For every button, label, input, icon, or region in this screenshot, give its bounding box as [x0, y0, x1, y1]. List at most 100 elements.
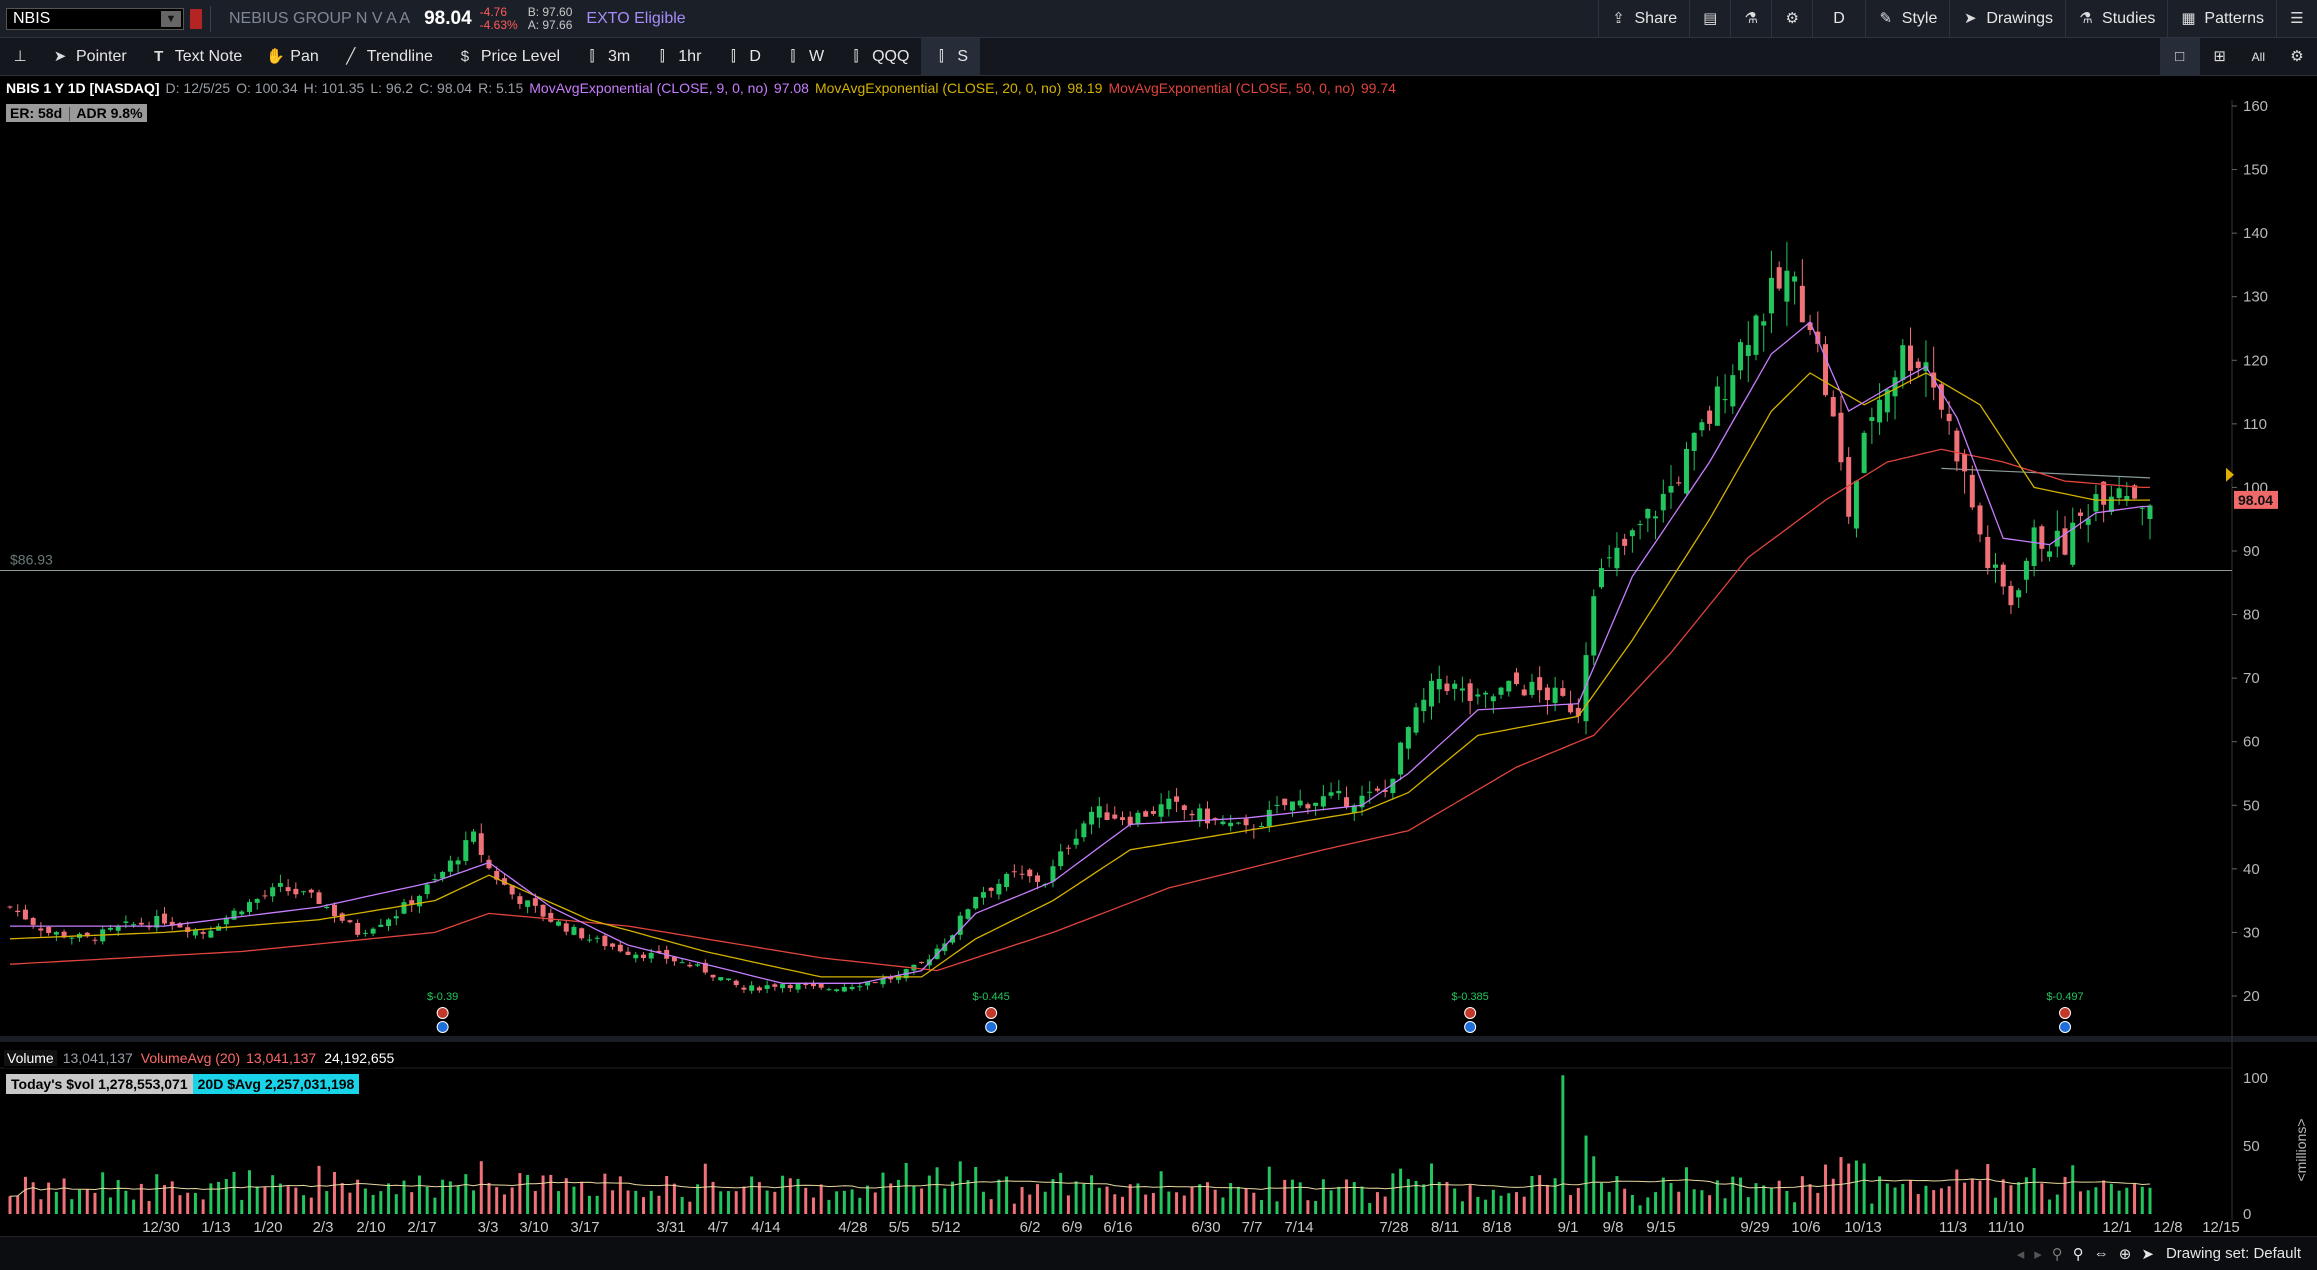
cursor-icon[interactable]: ➤: [2141, 1245, 2154, 1263]
preset-w[interactable]: ⫿W: [773, 38, 836, 76]
candle-body: [2001, 565, 2006, 587]
studies-button[interactable]: ⚗Studies: [2065, 0, 2167, 38]
candle-body: [2008, 586, 2013, 605]
volume-bar: [2094, 1187, 2097, 1214]
expand-icon[interactable]: ⇔: [2094, 1245, 2109, 1262]
price-marker-arrow: [2226, 468, 2234, 482]
avg-dollar-volume: 20D $Avg 2,257,031,198: [193, 1074, 360, 1094]
news-button[interactable]: ▤: [1689, 0, 1730, 38]
candle-body: [23, 910, 28, 920]
candle-body: [1676, 482, 1681, 483]
volume-bar: [1832, 1179, 1835, 1214]
pan-tool[interactable]: ✋Pan: [254, 38, 330, 76]
candle-body: [1066, 848, 1071, 849]
volume-bar: [1476, 1197, 1479, 1214]
drawings-button[interactable]: ➤Drawings: [1949, 0, 2065, 38]
volume-bar: [1515, 1192, 1518, 1214]
candle-body: [1112, 815, 1117, 819]
hand-icon: ✋: [266, 49, 282, 65]
volume-bar: [959, 1161, 962, 1214]
candle-body: [680, 962, 685, 963]
volume-bar: [1677, 1192, 1680, 1214]
ema9-label[interactable]: MovAvgExponential (CLOSE, 9, 0, no): [529, 80, 768, 96]
candle-body: [1105, 812, 1110, 820]
volume-bar: [1623, 1189, 1626, 1214]
style-icon: ✎: [1878, 11, 1894, 27]
candle-body: [123, 921, 128, 922]
volume-bar: [665, 1176, 668, 1214]
lab-button[interactable]: ⚗: [1730, 0, 1771, 38]
volume-bar: [704, 1164, 707, 1214]
price-level-tool[interactable]: $Price Level: [445, 38, 572, 76]
volume-avg-label[interactable]: VolumeAvg (20): [141, 1050, 240, 1066]
volume-bar: [1816, 1193, 1819, 1214]
volume-bar: [843, 1191, 846, 1214]
volume-bar: [93, 1193, 96, 1214]
candle-body: [1692, 433, 1697, 451]
pin-icon: ⊥: [12, 49, 28, 65]
earnings-icon: [1465, 1022, 1476, 1033]
volume-bar: [1430, 1163, 1433, 1214]
volume-bar: [1144, 1195, 1147, 1214]
volume-avg-value: 13,041,137: [246, 1050, 316, 1066]
ema50-label[interactable]: MovAvgExponential (CLOSE, 50, 0, no): [1108, 80, 1354, 96]
x-tick-label: 1/20: [253, 1219, 282, 1236]
preset-1hr[interactable]: ⫿1hr: [642, 38, 713, 76]
menu-button[interactable]: ☰: [2276, 0, 2317, 38]
preset-d[interactable]: ⫿D: [713, 38, 773, 76]
grid-layout-button[interactable]: ⊞: [2200, 38, 2240, 76]
studies-label: Studies: [2102, 10, 2155, 28]
trendline-tool[interactable]: ╱Trendline: [331, 38, 445, 76]
crosshair-icon[interactable]: ⊕: [2119, 1245, 2132, 1263]
preset-s[interactable]: ⫿S: [921, 38, 980, 76]
zoom-in-icon[interactable]: ⚲: [2073, 1245, 2084, 1263]
candle-body: [695, 964, 700, 965]
symbol-input[interactable]: NBIS ▼: [6, 8, 184, 30]
aggregation-button[interactable]: D: [1812, 0, 1865, 38]
volume-bar: [997, 1180, 1000, 1214]
volume-bar: [1855, 1161, 1858, 1214]
single-layout-button[interactable]: □: [2160, 38, 2200, 76]
symbol-text: NBIS: [13, 10, 50, 28]
top-right-actions: ⇪Share ▤ ⚗ ⚙ D ✎Style ➤Drawings ⚗Studies…: [1598, 0, 2317, 38]
last-price: 98.04: [424, 8, 472, 30]
patterns-button[interactable]: ▦Patterns: [2167, 0, 2276, 38]
chart-settings-button[interactable]: ⚙: [2277, 38, 2317, 76]
scroll-left-icon[interactable]: ◂: [2017, 1245, 2025, 1263]
candle-body: [1854, 481, 1859, 529]
earnings-icon: [437, 1022, 448, 1033]
dividend-icon: [2060, 1008, 2071, 1019]
style-button[interactable]: ✎Style: [1865, 0, 1950, 38]
preset-3m[interactable]: ⫿3m: [572, 38, 642, 76]
x-tick-label: 6/9: [1062, 1219, 1083, 1236]
volume-bar: [742, 1186, 745, 1214]
volume-bar: [1901, 1184, 1904, 1214]
chart-title: NBIS 1 Y 1D [NASDAQ]: [6, 80, 160, 96]
volume-bar: [928, 1176, 931, 1214]
alert-flag-icon[interactable]: [190, 9, 202, 29]
volume-bar: [1067, 1195, 1070, 1214]
all-button[interactable]: All: [2240, 38, 2277, 76]
volume-bar: [634, 1191, 637, 1214]
ema20-label[interactable]: MovAvgExponential (CLOSE, 20, 0, no): [815, 80, 1061, 96]
drawing-set-label[interactable]: Drawing set: Default: [2166, 1245, 2301, 1262]
candle-body: [2109, 497, 2114, 512]
exto-eligible: EXTO Eligible: [586, 10, 685, 28]
settings-button[interactable]: ⚙: [1771, 0, 1812, 38]
x-tick-label: 3/17: [570, 1219, 599, 1236]
candle-body: [2101, 482, 2106, 505]
symbol-dropdown-icon[interactable]: ▼: [161, 11, 181, 27]
volume-bar: [1979, 1181, 1982, 1214]
pointer-tool[interactable]: ➤Pointer: [40, 38, 139, 76]
pin-button[interactable]: ⊥: [0, 38, 40, 76]
candle-body: [772, 984, 777, 987]
share-button[interactable]: ⇪Share: [1598, 0, 1690, 38]
preset-qqq[interactable]: ⫿QQQ: [836, 38, 921, 76]
ema50-line: [10, 449, 2150, 970]
volume-bar: [2002, 1179, 2005, 1214]
scroll-right-icon[interactable]: ▸: [2034, 1245, 2042, 1263]
zoom-out-icon[interactable]: ⚲: [2052, 1245, 2063, 1263]
candle-body: [1877, 400, 1882, 423]
volume-bar: [32, 1182, 35, 1214]
